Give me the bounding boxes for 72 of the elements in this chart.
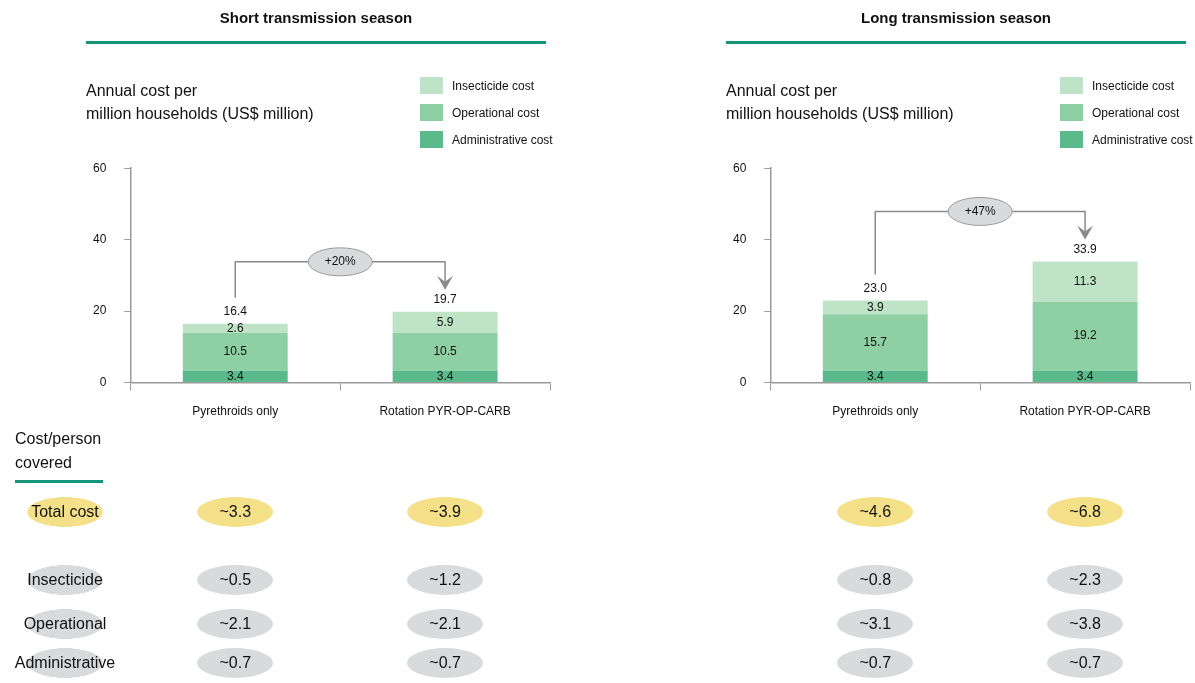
text: Administrative xyxy=(5,648,125,678)
text: ~0.7 xyxy=(407,648,484,678)
text: ~1.2 xyxy=(407,565,484,595)
data-label: 19.2 xyxy=(1073,328,1098,343)
y-tick-label: 0 xyxy=(99,374,107,389)
text: Operational xyxy=(5,609,125,639)
data-label: 5.9 xyxy=(436,314,454,329)
bar xyxy=(1032,261,1138,302)
text: ~2.1 xyxy=(407,609,484,639)
data-label: 15.7 xyxy=(863,334,888,349)
annotation: +47% xyxy=(964,203,997,218)
bar xyxy=(392,332,498,371)
data-label: 2.6 xyxy=(226,320,244,335)
total-label: 33.9 xyxy=(1073,241,1098,256)
y-tick-label: 40 xyxy=(732,231,747,246)
text: ~2.1 xyxy=(197,609,274,639)
bar xyxy=(822,370,928,383)
text: ~0.8 xyxy=(837,565,914,595)
bar xyxy=(822,300,928,315)
data-label: 3.4 xyxy=(226,368,244,383)
bar xyxy=(392,370,498,383)
y-axis-title: Annual cost per million households (US$ million) xyxy=(726,81,954,124)
text: Insecticide xyxy=(5,565,125,595)
text: ~0.7 xyxy=(1047,648,1124,678)
bar xyxy=(182,332,288,371)
text: ~3.3 xyxy=(197,497,274,527)
x-tick-label: Pyrethroids only xyxy=(832,404,919,419)
legend-label: Operational cost xyxy=(452,105,540,120)
data-label: 3.4 xyxy=(1076,368,1094,383)
chart-title: Long transmission season xyxy=(859,9,1052,26)
y-tick-label: 40 xyxy=(92,231,107,246)
legend-label: Operational cost xyxy=(1092,105,1180,120)
legend-label: Administrative cost xyxy=(1092,132,1193,147)
legend-label: Insecticide cost xyxy=(1092,78,1175,93)
y-tick-label: 0 xyxy=(739,374,747,389)
data-label: 3.9 xyxy=(866,299,884,314)
bar xyxy=(182,370,288,383)
y-tick-label: 20 xyxy=(92,303,107,318)
data-label: 3.4 xyxy=(866,368,884,383)
text: ~4.6 xyxy=(837,497,914,527)
x-tick-label: Pyrethroids only xyxy=(192,404,279,419)
total-label: 23.0 xyxy=(863,280,888,295)
text: ~3.1 xyxy=(837,609,914,639)
text: ~0.7 xyxy=(837,648,914,678)
text: ~0.5 xyxy=(197,565,274,595)
text: Cost/person covered xyxy=(15,429,103,473)
x-tick-label: Rotation PYR-OP-CARB xyxy=(1019,404,1151,419)
total-label: 19.7 xyxy=(433,292,458,307)
y-axis-title: Annual cost per million households (US$ million) xyxy=(86,81,314,124)
chart-title: Short transmission season xyxy=(218,9,414,26)
total-label: 16.4 xyxy=(223,303,248,318)
data-label: 11.3 xyxy=(1073,273,1097,288)
annotation: +20% xyxy=(324,254,357,269)
text: Total cost xyxy=(5,497,125,527)
text: ~6.8 xyxy=(1047,497,1124,527)
y-tick-label: 20 xyxy=(732,303,747,318)
bar xyxy=(392,311,498,333)
data-label: 10.5 xyxy=(433,344,458,358)
text: ~0.7 xyxy=(197,648,274,678)
bar xyxy=(1032,370,1138,383)
bar xyxy=(822,314,928,371)
data-label: 3.4 xyxy=(436,368,454,383)
data-label: 10.5 xyxy=(223,344,248,358)
bar xyxy=(1032,301,1138,371)
y-tick-label: 60 xyxy=(732,160,747,175)
y-tick-label: 60 xyxy=(92,160,107,175)
x-tick-label: Rotation PYR-OP-CARB xyxy=(379,404,511,419)
legend-label: Insecticide cost xyxy=(452,78,535,93)
text: ~2.3 xyxy=(1047,565,1124,595)
text: ~3.9 xyxy=(407,497,484,527)
text: ~3.8 xyxy=(1047,609,1124,639)
legend-label: Administrative cost xyxy=(452,132,553,147)
